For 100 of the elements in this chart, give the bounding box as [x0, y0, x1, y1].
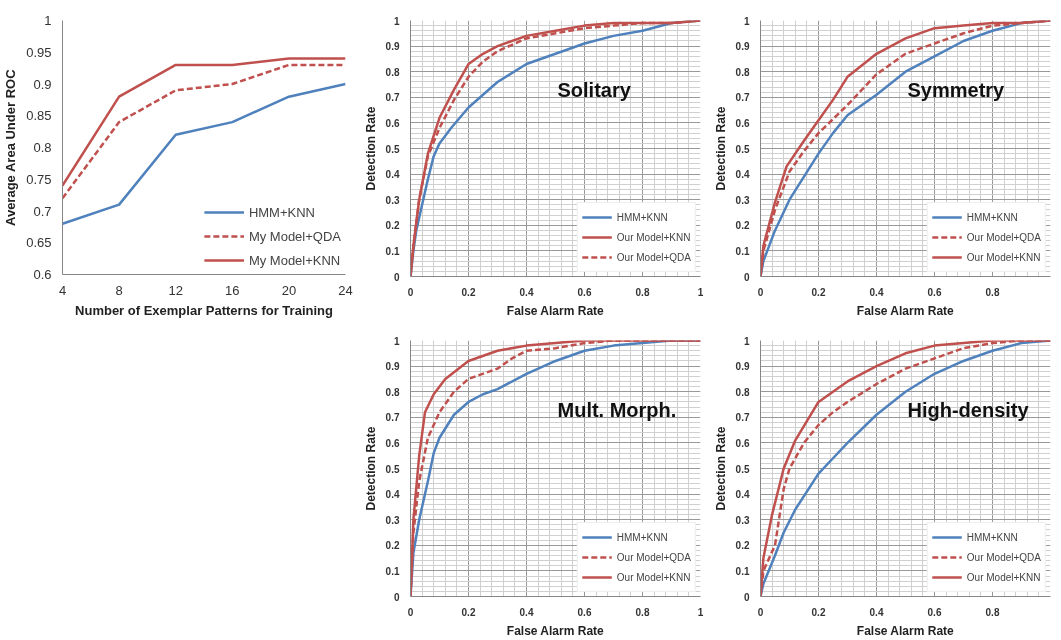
- y-tick-label: 0.5: [735, 463, 750, 475]
- line-series: [62, 82, 346, 225]
- legend-label: HMM+KNN: [248, 204, 315, 220]
- y-tick-label: 0.4: [385, 489, 400, 501]
- y-tick-label: 0.9: [385, 41, 400, 53]
- y-tick-label: 0.6: [735, 437, 750, 449]
- x-tick-label: 0.8: [985, 606, 1000, 618]
- x-tick-label: 4: [58, 282, 67, 298]
- annotation: Symmetry: [907, 78, 1006, 101]
- y-axis-title: Detection Rate: [713, 106, 728, 191]
- x-axis-title: False Alarm Rate: [506, 623, 605, 638]
- y-tick-label: 0.3: [735, 194, 750, 206]
- x-tick-label: 24: [338, 282, 353, 298]
- y-tick-label: 0.4: [735, 169, 750, 181]
- y-tick-label: 0: [743, 591, 750, 603]
- y-axis-title: Average Area Under ROC: [3, 68, 19, 227]
- y-tick-label: 0.5: [735, 143, 750, 155]
- x-tick-label: 12: [168, 282, 183, 298]
- y-tick-label: 0.6: [385, 437, 400, 449]
- legend-label: My Model+KNN: [248, 252, 341, 268]
- line-series: [760, 340, 1051, 597]
- x-tick-label: 0.8: [985, 286, 1000, 298]
- x-tick-label: 0.2: [811, 606, 826, 618]
- y-tick-label: 0.8: [735, 66, 750, 78]
- y-tick-label: 0.75: [26, 171, 52, 187]
- x-tick-label: 0: [757, 286, 764, 298]
- y-tick-label: 0.3: [385, 514, 400, 526]
- legend-label: My Model+QDA: [248, 228, 341, 244]
- x-tick-label: 0.6: [577, 606, 592, 618]
- x-tick-label: 0: [757, 606, 764, 618]
- x-tick-label: 1: [697, 606, 704, 618]
- legend-label: Our Model+QDA: [966, 231, 1041, 243]
- y-tick-label: 0.6: [33, 267, 52, 282]
- x-tick-label: 20: [281, 282, 297, 298]
- y-tick-label: 0.5: [385, 463, 400, 475]
- y-tick-label: 1: [44, 13, 52, 28]
- y-tick-label: 0.2: [735, 220, 750, 232]
- y-tick-label: 0.2: [385, 540, 400, 552]
- legend-label: HMM+KNN: [966, 531, 1018, 543]
- x-tick-label: 16: [225, 282, 240, 298]
- x-tick-label: 0.6: [927, 286, 942, 298]
- y-tick-label: 0.8: [385, 386, 400, 398]
- y-tick-label: 0.1: [735, 245, 750, 257]
- x-tick-label: 1: [697, 286, 704, 298]
- annotation: Mult. Morph.: [557, 398, 677, 421]
- y-tick-label: 0: [393, 271, 400, 283]
- legend-label: HMM+KNN: [966, 211, 1018, 223]
- x-tick-label: 0.4: [869, 286, 884, 298]
- x-tick-label: 0.6: [577, 286, 592, 298]
- y-tick-label: 0.4: [735, 489, 750, 501]
- x-tick-label: 0.8: [635, 606, 650, 618]
- y-axis-title: Detection Rate: [713, 426, 728, 511]
- x-axis-title: False Alarm Rate: [856, 303, 955, 318]
- y-tick-label: 0.9: [33, 76, 52, 92]
- x-tick-label: 8: [115, 282, 123, 298]
- x-tick-label: 0: [407, 606, 414, 618]
- legend-label: Our Model+KNN: [966, 571, 1041, 583]
- y-tick-label: 0.3: [735, 514, 750, 526]
- y-tick-label: 1: [743, 335, 750, 347]
- y-tick-label: 0.8: [735, 386, 750, 398]
- y-tick-label: 0.7: [33, 203, 52, 219]
- legend-label: Our Model+QDA: [616, 551, 691, 563]
- y-tick-label: 0.9: [385, 361, 400, 373]
- y-axis-title: Detection Rate: [363, 426, 378, 511]
- y-tick-label: 0.9: [735, 361, 750, 373]
- y-tick-label: 0.1: [385, 565, 400, 577]
- x-tick-label: 0.4: [519, 606, 534, 618]
- legend-label: Our Model+KNN: [966, 251, 1041, 263]
- y-tick-label: 0: [743, 271, 750, 283]
- x-tick-label: 0.2: [461, 286, 476, 298]
- y-tick-label: 1: [743, 15, 750, 27]
- y-tick-label: 0.1: [385, 245, 400, 257]
- y-tick-label: 0.7: [385, 92, 400, 104]
- y-tick-label: 0.2: [735, 540, 750, 552]
- x-tick-label: 0.6: [927, 606, 942, 618]
- y-tick-label: 1: [393, 335, 400, 347]
- y-tick-label: 0.7: [735, 412, 750, 424]
- x-tick-label: 0.8: [635, 286, 650, 298]
- y-tick-label: 0.7: [735, 92, 750, 104]
- y-axis-title: Detection Rate: [363, 106, 378, 191]
- y-tick-label: 0.95: [26, 44, 52, 60]
- x-axis-title: False Alarm Rate: [506, 303, 605, 318]
- y-tick-label: 0.6: [385, 117, 400, 129]
- x-tick-label: 0: [407, 286, 414, 298]
- legend-label: Our Model+KNN: [616, 231, 691, 243]
- y-tick-label: 0.65: [26, 235, 52, 251]
- y-tick-label: 0.6: [735, 117, 750, 129]
- y-tick-label: 0.2: [385, 220, 400, 232]
- y-tick-label: 0: [393, 591, 400, 603]
- y-tick-label: 0.7: [385, 412, 400, 424]
- y-tick-label: 0.5: [385, 143, 400, 155]
- y-tick-label: 0.9: [735, 41, 750, 53]
- x-axis-title: False Alarm Rate: [856, 623, 955, 638]
- legend-label: Our Model+QDA: [616, 251, 691, 263]
- x-tick-label: 0.4: [869, 606, 884, 618]
- annotation: Solitary: [557, 78, 632, 101]
- legend-label: HMM+KNN: [616, 531, 668, 543]
- y-tick-label: 0.4: [385, 169, 400, 181]
- x-axis-title: Number of Exemplar Patterns for Training: [75, 302, 333, 318]
- x-tick-label: 0.2: [811, 286, 826, 298]
